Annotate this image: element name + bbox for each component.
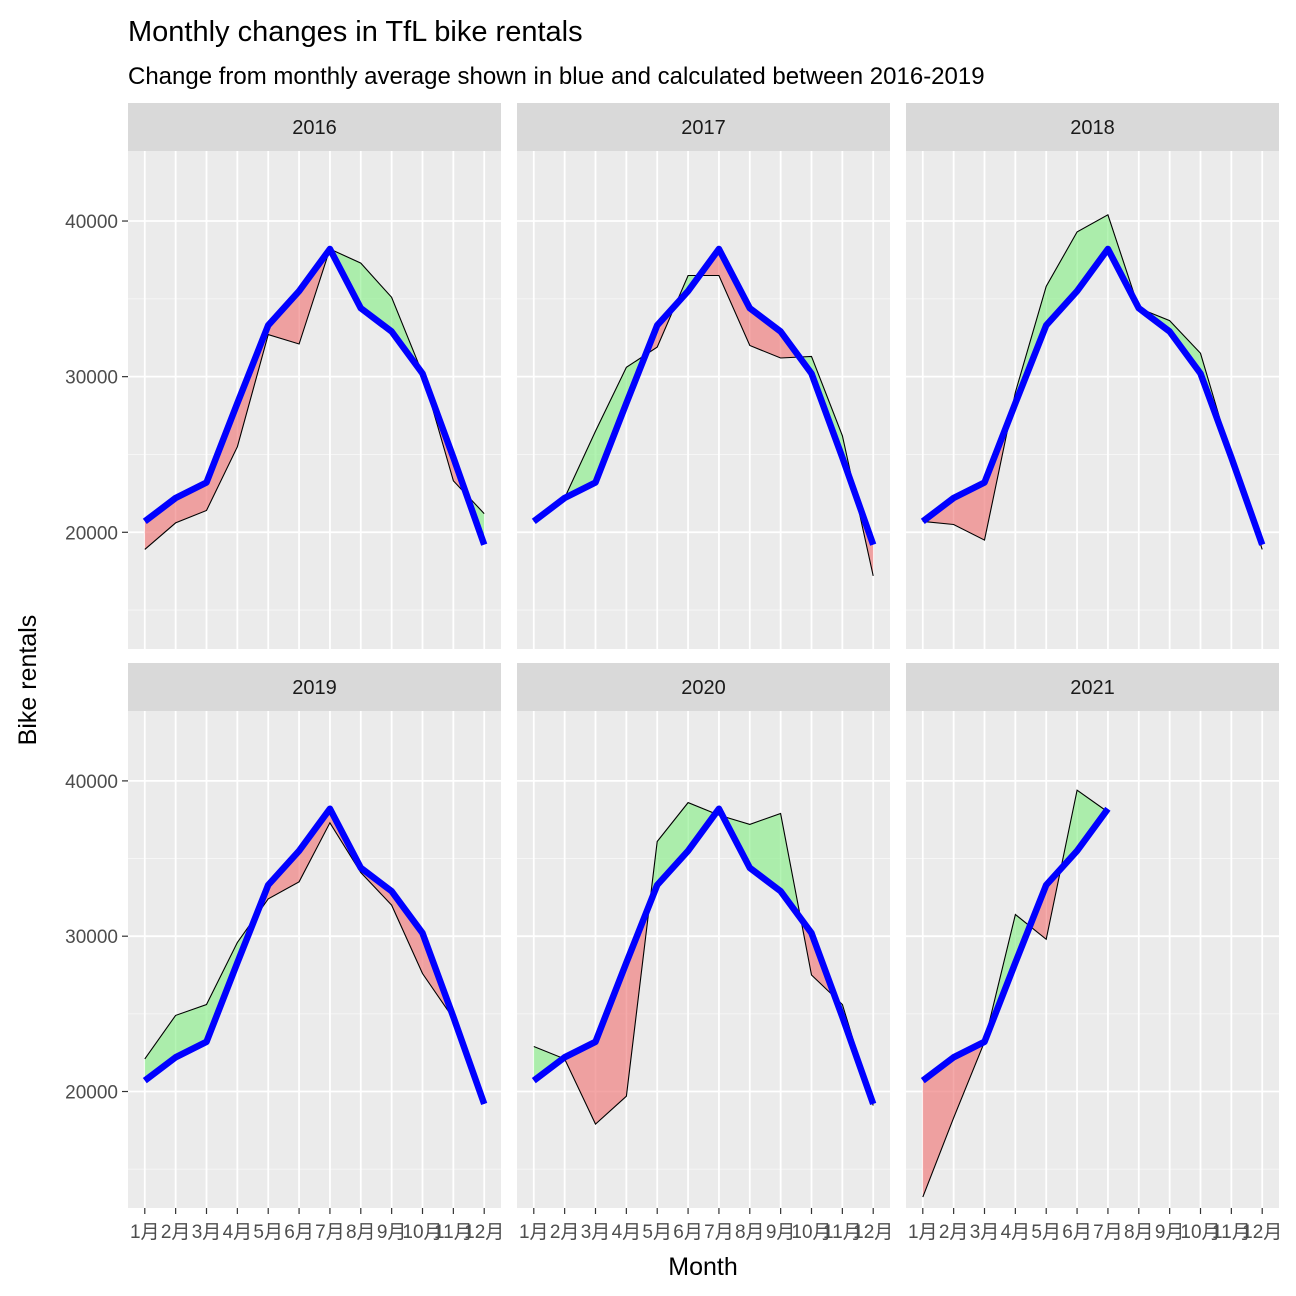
facet-panels: 2016 2017 2018 2019 2020 2021 bbox=[128, 103, 1279, 1208]
x-tick-label: 5月 bbox=[1031, 1222, 1061, 1243]
x-tick-label: 9月 bbox=[377, 1222, 407, 1243]
x-tick-label: 2月 bbox=[161, 1222, 191, 1243]
facet-panel-2019: 2019 bbox=[128, 663, 501, 1208]
below-average-area bbox=[564, 1041, 596, 1125]
facet-strip bbox=[517, 103, 890, 151]
facet-strip bbox=[517, 663, 890, 711]
x-tick-label: 6月 bbox=[673, 1222, 703, 1243]
monthly-average-line bbox=[920, 245, 1266, 546]
y-tick-label: 30000 bbox=[65, 927, 118, 948]
monthly-average-line bbox=[142, 245, 488, 546]
facet-strip-label: 2018 bbox=[1070, 117, 1115, 139]
facet-panel-2021: 2021 bbox=[906, 663, 1279, 1208]
x-tick-label: 4月 bbox=[1001, 1222, 1031, 1243]
x-tick-label: 12月 bbox=[464, 1222, 504, 1243]
x-tick-label: 8月 bbox=[735, 1222, 765, 1243]
monthly-average-line bbox=[531, 805, 877, 1105]
x-tick-label: 9月 bbox=[766, 1222, 796, 1243]
x-tick-label: 3月 bbox=[581, 1222, 611, 1243]
x-tick-label: 12月 bbox=[853, 1222, 893, 1243]
above-average-area bbox=[360, 263, 392, 332]
facet-strip bbox=[906, 663, 1279, 711]
actual-rentals-line bbox=[922, 789, 1109, 1198]
x-axis-title: Month bbox=[668, 1253, 737, 1281]
x-tick-label: 10月 bbox=[402, 1222, 442, 1243]
chart-subtitle: Change from monthly average shown in blu… bbox=[128, 63, 985, 90]
x-tick-label: 11月 bbox=[823, 1222, 862, 1243]
below-average-area bbox=[718, 249, 750, 346]
x-tick-label: 7月 bbox=[1093, 1222, 1123, 1243]
above-average-area bbox=[1015, 286, 1047, 404]
below-average-area bbox=[144, 498, 176, 550]
y-tick-label: 40000 bbox=[65, 772, 118, 793]
x-tick-label: 8月 bbox=[1124, 1222, 1154, 1243]
facet-panel-2018: 2018 bbox=[906, 103, 1279, 649]
x-tick-label: 7月 bbox=[315, 1222, 345, 1243]
x-tick-label: 10月 bbox=[1180, 1222, 1220, 1243]
facet-panel-2020: 2020 bbox=[517, 663, 890, 1208]
panel-background bbox=[906, 711, 1279, 1208]
actual-rentals-line bbox=[922, 213, 1263, 550]
below-average-area bbox=[391, 891, 423, 974]
x-tick-label: 6月 bbox=[1062, 1222, 1092, 1243]
monthly-average-line bbox=[920, 806, 1111, 1084]
facet-panel-2016: 2016 bbox=[128, 103, 501, 649]
below-average-area bbox=[237, 325, 269, 447]
facet-strip bbox=[128, 663, 501, 711]
facet-strip-label: 2019 bbox=[292, 677, 337, 699]
facet-strip-label: 2016 bbox=[292, 117, 337, 139]
below-average-area bbox=[749, 308, 781, 358]
panel-background bbox=[128, 711, 501, 1208]
y-axes: 20000 30000 40000 20000 30000 40000 bbox=[65, 212, 128, 1104]
y-tick-label: 40000 bbox=[65, 212, 118, 233]
above-average-area bbox=[1077, 214, 1108, 292]
x-tick-label: 3月 bbox=[970, 1222, 1000, 1243]
x-tick-label: 7月 bbox=[704, 1222, 734, 1243]
panel-background bbox=[517, 151, 890, 649]
x-tick-label: 4月 bbox=[612, 1222, 642, 1243]
below-average-area bbox=[175, 482, 207, 523]
actual-rentals-line bbox=[533, 801, 874, 1126]
below-average-area bbox=[595, 962, 627, 1125]
x-tick-label: 11月 bbox=[434, 1222, 473, 1243]
x-tick-label: 12月 bbox=[1242, 1222, 1282, 1243]
x-tick-label: 2月 bbox=[550, 1222, 580, 1243]
below-average-area bbox=[299, 808, 330, 882]
x-tick-label: 8月 bbox=[346, 1222, 376, 1243]
chart-title: Monthly changes in TfL bike rentals bbox=[128, 16, 583, 48]
x-tick-label: 9月 bbox=[1155, 1222, 1185, 1243]
x-tick-label: 1月 bbox=[130, 1222, 160, 1243]
actual-rentals-line bbox=[144, 821, 485, 1105]
panel-background bbox=[517, 711, 890, 1208]
monthly-average-line bbox=[142, 805, 488, 1105]
facet-panel-2017: 2017 bbox=[517, 103, 890, 649]
x-tick-label: 2月 bbox=[939, 1222, 969, 1243]
above-average-area bbox=[657, 802, 689, 885]
facet-strip-label: 2021 bbox=[1070, 677, 1115, 699]
panel-background bbox=[128, 151, 501, 649]
x-tick-label: 1月 bbox=[519, 1222, 549, 1243]
above-average-area bbox=[144, 1015, 176, 1081]
y-axis-title: Bike rentals bbox=[14, 615, 42, 746]
below-average-area bbox=[922, 1057, 954, 1198]
facet-strip bbox=[906, 103, 1279, 151]
facet-strip-label: 2017 bbox=[681, 117, 726, 139]
y-tick-label: 30000 bbox=[65, 368, 118, 389]
x-tick-label: 11月 bbox=[1212, 1222, 1251, 1243]
x-tick-label: 1月 bbox=[908, 1222, 938, 1243]
y-tick-label: 20000 bbox=[65, 1083, 118, 1104]
x-tick-label: 5月 bbox=[642, 1222, 672, 1243]
x-tick-label: 6月 bbox=[284, 1222, 314, 1243]
y-tick-label: 20000 bbox=[65, 523, 118, 544]
facet-strip-label: 2020 bbox=[681, 677, 726, 699]
x-tick-label: 5月 bbox=[253, 1222, 283, 1243]
monthly-average-line bbox=[531, 245, 877, 546]
x-tick-label: 4月 bbox=[223, 1222, 253, 1243]
above-average-area bbox=[1046, 231, 1078, 326]
x-tick-label: 3月 bbox=[192, 1222, 222, 1243]
x-tick-label: 10月 bbox=[791, 1222, 831, 1243]
facet-strip bbox=[128, 103, 501, 151]
